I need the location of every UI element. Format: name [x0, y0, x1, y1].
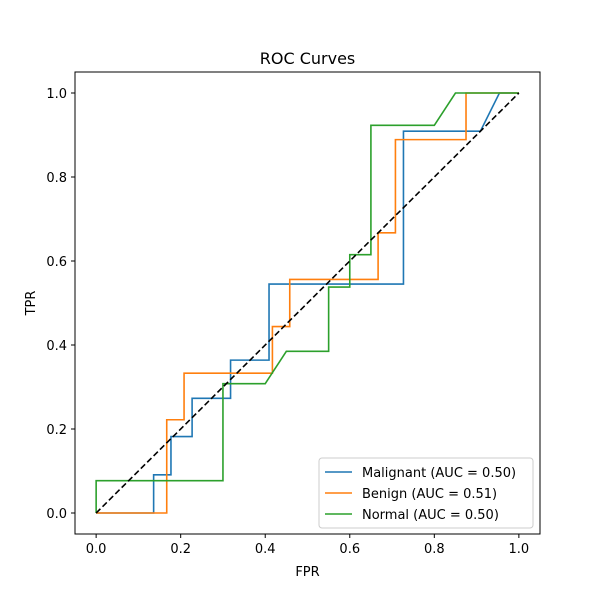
legend-label-2: Benign (AUC = 0.51) — [362, 487, 497, 502]
y-tick-label: 0.0 — [46, 507, 67, 522]
x-tick-label: 0.2 — [170, 542, 191, 557]
legend: Malignant (AUC = 0.50) Benign (AUC = 0.51… — [318, 457, 534, 529]
x-tick-label: 1.0 — [509, 542, 530, 557]
y-axis-label: TPR — [24, 291, 39, 317]
x-tick-label: 0.6 — [339, 542, 360, 557]
x-axis: 0.0 0.2 0.4 0.6 0.8 1.0 — [86, 534, 529, 557]
plot-frame — [74, 71, 541, 535]
y-tick-label: 0.6 — [46, 255, 67, 270]
y-tick-label: 0.8 — [46, 171, 67, 186]
series-line-3 — [95, 92, 519, 513]
x-axis-label: FPR — [295, 565, 319, 580]
legend-box — [318, 457, 534, 529]
x-tick-label: 0.4 — [255, 542, 276, 557]
chart-title: ROC Curves — [260, 49, 356, 68]
series-line-2 — [96, 92, 519, 514]
plot-area — [95, 92, 520, 514]
y-tick-label: 1.0 — [46, 87, 67, 102]
x-tick-label: 0.0 — [86, 542, 107, 557]
legend-label-1: Malignant (AUC = 0.50) — [362, 466, 516, 481]
legend-label-3: Normal (AUC = 0.50) — [362, 508, 499, 523]
x-tick-label: 0.8 — [424, 542, 445, 557]
y-tick-label: 0.2 — [46, 423, 67, 438]
y-tick-label: 0.4 — [46, 339, 67, 354]
diagonal-reference-line — [95, 92, 520, 514]
y-axis: 0.0 0.2 0.4 0.6 0.8 1.0 — [46, 87, 75, 522]
